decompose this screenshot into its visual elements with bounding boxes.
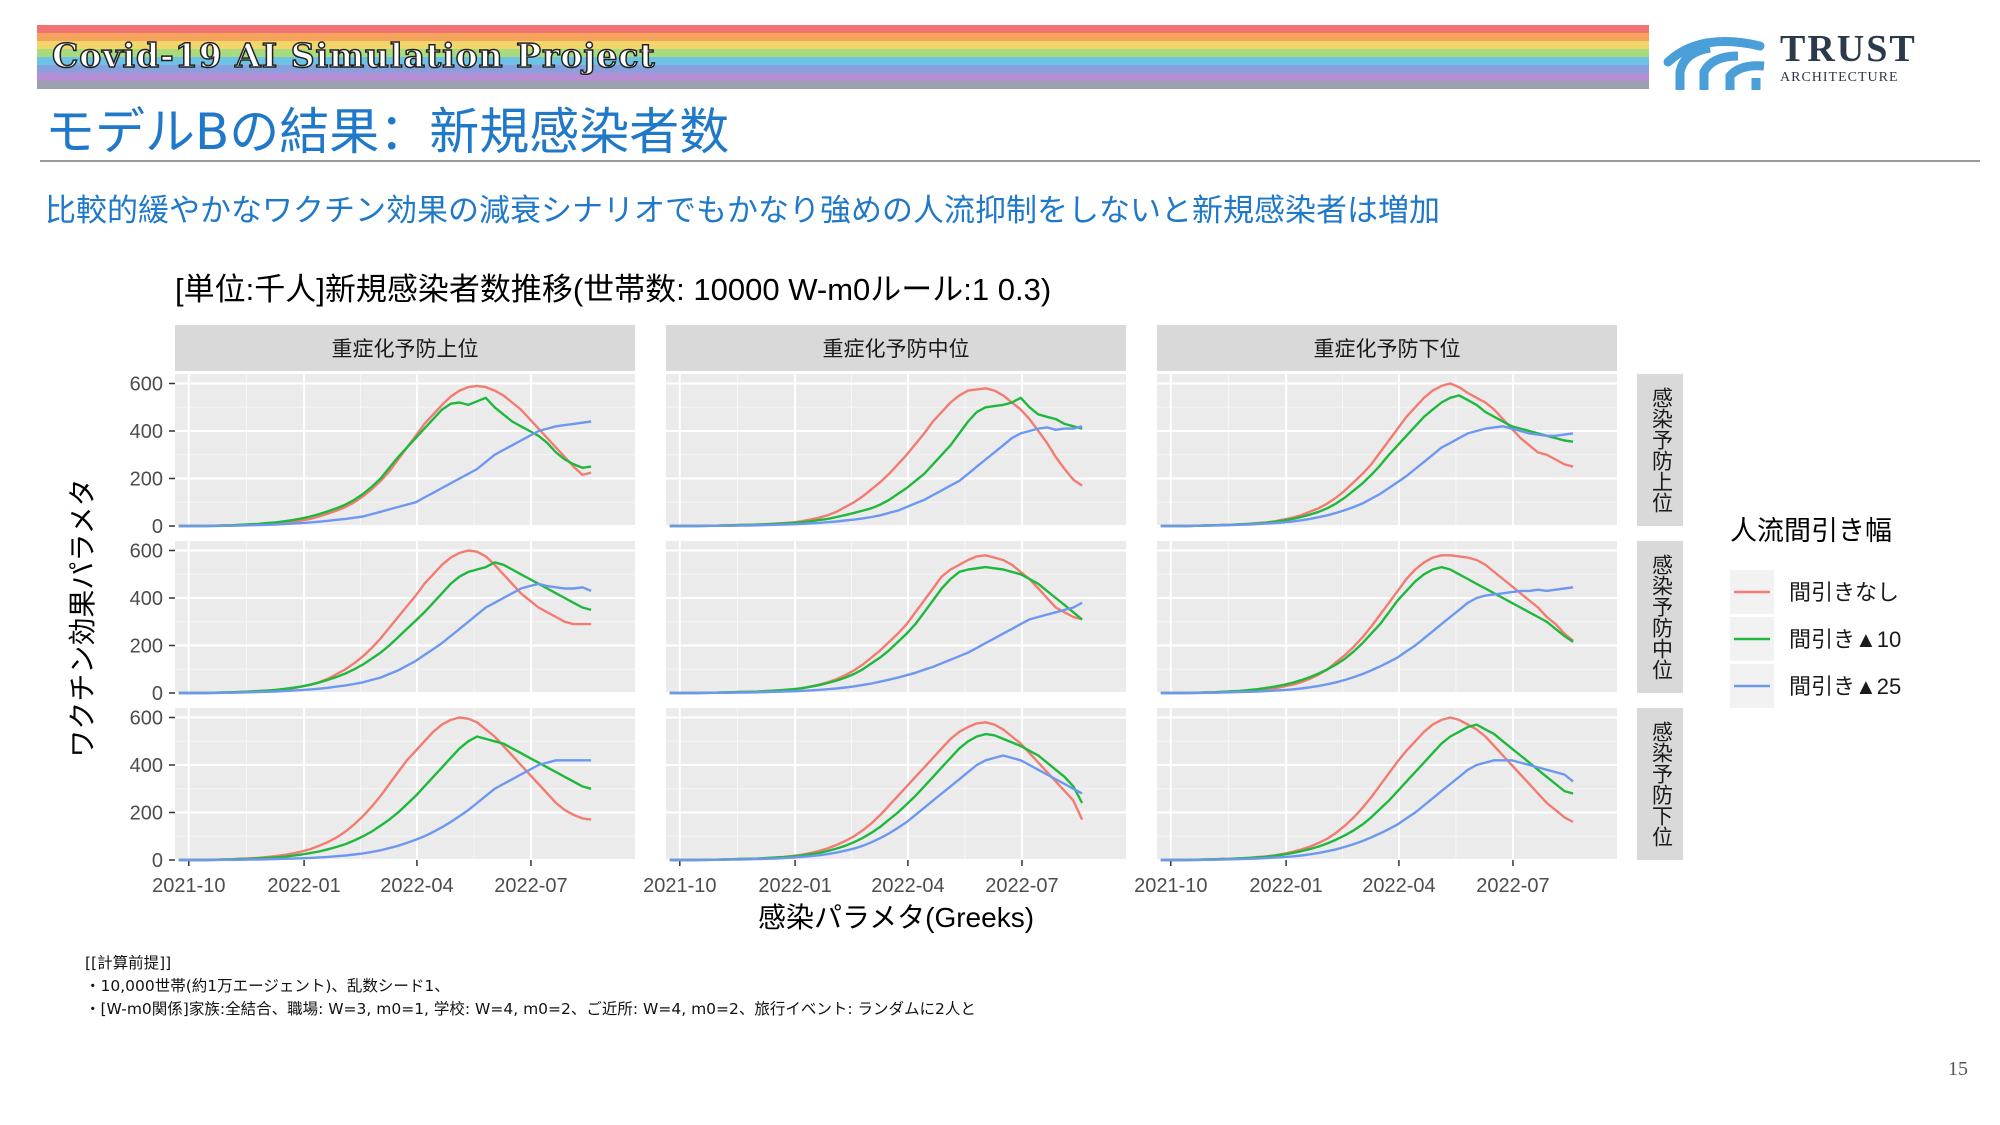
y-tick-label: 600	[130, 374, 163, 396]
facet-label-top: 重症化予防下位	[1314, 338, 1461, 361]
logo-main-text: TRUST	[1780, 28, 1917, 70]
note-line: [[計算前提]]	[85, 954, 172, 972]
panel-background	[175, 541, 635, 693]
y-tick-label: 0	[152, 516, 163, 538]
facet-strip-top	[175, 325, 635, 371]
rainbow-banner	[37, 25, 1649, 89]
x-tick-label: 2022-01	[758, 875, 831, 897]
x-tick-label: 2021-10	[1134, 875, 1207, 897]
header-divider	[40, 160, 1980, 162]
x-tick-label: 2021-10	[152, 875, 225, 897]
x-tick-label: 2022-04	[1362, 875, 1435, 897]
x-tick-label: 2022-04	[380, 875, 453, 897]
rainbow-stripe	[37, 25, 1649, 33]
y-axis-title: ワクチン効果パラメタ	[67, 478, 98, 757]
panel-background	[1157, 708, 1617, 860]
y-tick-label: 400	[130, 421, 163, 443]
logo-sub-text: ARCHITECTURE	[1780, 70, 1899, 85]
facet-strip-right	[1637, 374, 1683, 526]
series-line	[1160, 759, 1574, 862]
facet-label-right: 感染予防中位	[1649, 554, 1673, 680]
x-tick-label: 2022-01	[1249, 875, 1322, 897]
rainbow-stripe	[37, 49, 1649, 57]
y-tick-label: 200	[130, 803, 163, 825]
facet-strip-right	[1637, 708, 1683, 860]
rainbow-stripe	[37, 33, 1649, 41]
series-line	[669, 425, 1083, 528]
facet-label-right: 感染予防下位	[1649, 721, 1673, 847]
panel-background	[175, 708, 635, 860]
x-tick-label: 2022-01	[267, 875, 340, 897]
panel-background	[666, 374, 1126, 526]
panel-background	[666, 708, 1126, 860]
series-line	[669, 601, 1083, 695]
x-tick-label: 2022-07	[494, 875, 567, 897]
slide-title: モデルBの結果：新規感染者数	[45, 103, 730, 161]
rainbow-stripe	[37, 57, 1649, 65]
y-tick-label: 0	[152, 850, 163, 872]
series-line	[1160, 586, 1574, 695]
rainbow-stripe	[37, 41, 1649, 49]
facet-strip-top	[666, 325, 1126, 371]
x-axis-title: 感染パラメタ(Greeks)	[758, 902, 1034, 933]
project-title: Covid-19 AI Simulation Project	[51, 35, 656, 76]
x-tick-label: 2021-10	[643, 875, 716, 897]
y-tick-label: 400	[130, 588, 163, 610]
logo-text: TRUST ARCHITECTURE	[1780, 30, 1917, 86]
trust-architecture-logo-icon	[1663, 37, 1765, 90]
facet-strip-top	[1157, 325, 1617, 371]
slide-subtitle: 比較的緩やかなワクチン効果の減衰シナリオでもかなり強めの人流抑制をしないと新規感…	[45, 193, 1440, 229]
legend-label: 間引き▲25	[1789, 674, 1901, 699]
legend-label: 間引き▲10	[1789, 627, 1901, 652]
series-line	[669, 754, 1083, 862]
panel-background	[1157, 374, 1617, 526]
x-tick-label: 2022-07	[985, 875, 1058, 897]
note-line: ・[W-m0関係]家族:全結合、職場: W=3, m0=1, 学校: W=4, …	[85, 1000, 976, 1018]
chart-title: [単位:千人]新規感染者数推移(世帯数: 10000 W-m0ルール:1 0.3…	[175, 272, 1051, 307]
facet-label-right: 感染予防上位	[1649, 387, 1673, 513]
y-tick-label: 200	[130, 636, 163, 658]
x-tick-label: 2022-07	[1476, 875, 1549, 897]
facet-strip-right	[1637, 541, 1683, 693]
series-line	[178, 420, 592, 528]
rainbow-stripe	[37, 65, 1649, 73]
y-tick-label: 600	[130, 541, 163, 563]
legend-title: 人流間引き幅	[1730, 516, 1892, 546]
y-tick-label: 400	[130, 755, 163, 777]
rainbow-stripe	[37, 81, 1649, 89]
series-line	[178, 759, 592, 862]
rainbow-stripe	[37, 73, 1649, 81]
series-line	[178, 582, 592, 695]
note-line: ・10,000世帯(約1万エージェント)、乱数シード1、	[85, 977, 450, 995]
series-line	[1160, 425, 1574, 528]
facet-label-top: 重症化予防上位	[332, 338, 479, 361]
facet-label-top: 重症化予防中位	[823, 338, 970, 361]
y-tick-label: 0	[152, 683, 163, 705]
page-number: 15	[1948, 1058, 1968, 1080]
panel-background	[666, 541, 1126, 693]
y-tick-label: 200	[130, 469, 163, 491]
legend-label: 間引きなし	[1789, 580, 1899, 605]
x-tick-label: 2022-04	[871, 875, 944, 897]
y-tick-label: 600	[130, 708, 163, 730]
calculation-notes: [[計算前提]] ・10,000世帯(約1万エージェント)、乱数シード1、 ・[…	[85, 952, 976, 1021]
